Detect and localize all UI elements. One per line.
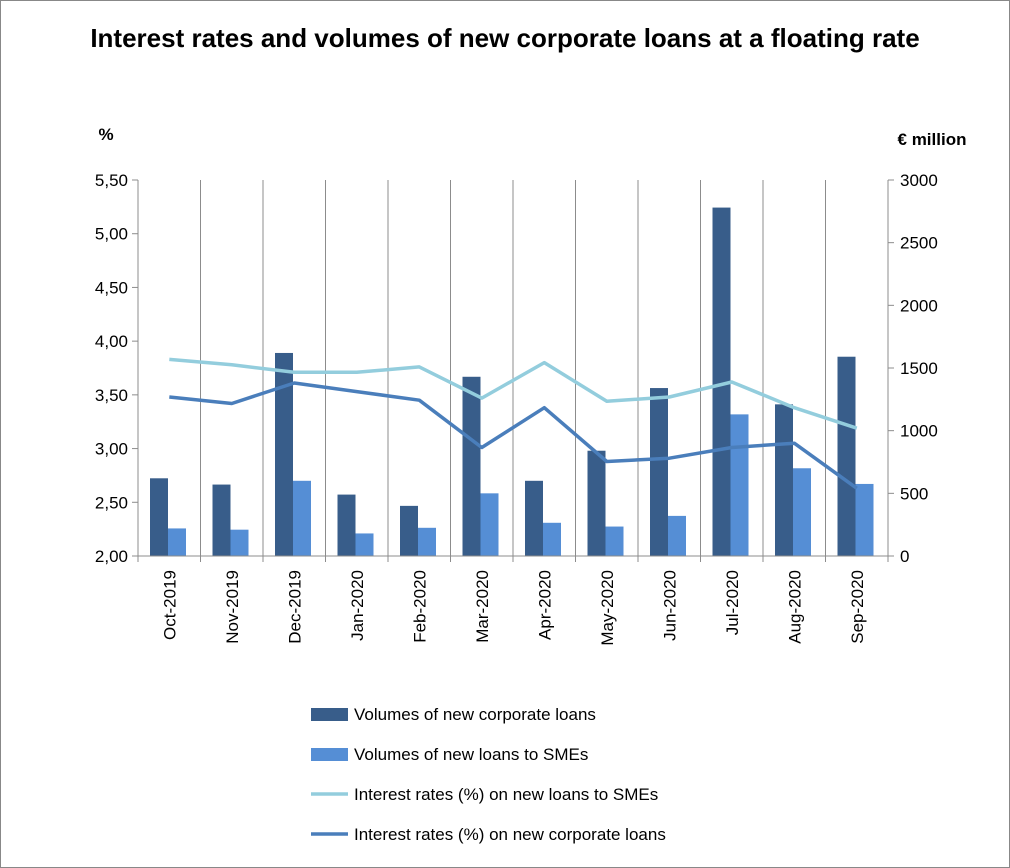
bar-sme xyxy=(293,480,311,556)
y-right-tick-label: 2500 xyxy=(900,234,938,253)
grid-layer xyxy=(200,180,826,556)
legend-label: Interest rates (%) on new corporate loan… xyxy=(354,825,666,844)
x-tick-label: Jul-2020 xyxy=(723,570,742,635)
x-tick-label: May-2020 xyxy=(598,570,617,646)
y-right-tick-label: 0 xyxy=(900,547,909,566)
y-right-tick-label: 3000 xyxy=(900,171,938,190)
bar-sme xyxy=(355,533,374,556)
bar-sme xyxy=(855,483,874,556)
bar-corporate xyxy=(712,207,731,556)
line-sme-rates xyxy=(169,357,858,430)
x-tick-label: Jan-2020 xyxy=(348,570,367,641)
bar-corporate xyxy=(837,356,856,556)
bar-sme xyxy=(418,527,436,556)
x-tick-label: Dec-2019 xyxy=(285,570,304,644)
line-corporate-rates xyxy=(169,381,858,490)
y-left-tick-label: 4,50 xyxy=(95,278,128,297)
y-left-tick-label: 4,00 xyxy=(95,332,128,351)
y-right-tick-label: 1500 xyxy=(900,359,938,378)
y-left-tick-label: 2,50 xyxy=(95,493,128,512)
bar-corporate xyxy=(150,478,168,556)
x-tick-label: Aug-2020 xyxy=(785,570,804,644)
bar-corporate xyxy=(775,404,793,556)
legend-label: Volumes of new loans to SMEs xyxy=(354,745,588,764)
y-left-tick-label: 3,00 xyxy=(95,440,128,459)
bar-sme xyxy=(793,468,811,556)
axes-layer xyxy=(132,179,894,562)
x-tick-label: Jun-2020 xyxy=(660,570,679,641)
y-right-tick-label: 2000 xyxy=(900,296,938,315)
x-tick-label: Sep-2020 xyxy=(848,570,867,644)
legend: Volumes of new corporate loans Volumes of… xyxy=(311,705,666,844)
bar-corporate xyxy=(212,484,231,556)
y-left-axis-title: % xyxy=(98,125,113,144)
legend-swatch xyxy=(311,708,348,721)
bar-corporate xyxy=(400,505,418,556)
y-right-tick-label: 1000 xyxy=(900,422,938,441)
x-tick-label: Nov-2019 xyxy=(223,570,242,644)
bar-corporate xyxy=(650,388,668,556)
bar-corporate xyxy=(587,450,606,556)
y-right-tick-label: 500 xyxy=(900,484,928,503)
bar-corporate xyxy=(337,494,356,556)
bar-corporate xyxy=(525,480,543,556)
bar-sme xyxy=(605,526,624,556)
y-left-tick-label: 5,00 xyxy=(95,225,128,244)
lines-layer xyxy=(169,357,858,490)
bar-sme xyxy=(168,528,186,556)
bar-sme xyxy=(480,493,499,556)
chart-title: Interest rates and volumes of new corpor… xyxy=(90,23,920,53)
bar-corporate xyxy=(275,352,293,556)
bar-sme xyxy=(730,414,749,556)
ticks-layer: 2,00 2,50 3,00 3,50 4,00 4,50 5,00 5,50 0 500 1000… xyxy=(95,171,938,646)
x-tick-label: Mar-2020 xyxy=(473,570,492,643)
y-left-tick-label: 5,50 xyxy=(95,171,128,190)
bar-corporate xyxy=(462,376,481,556)
bar-sme xyxy=(543,522,561,556)
x-tick-label: Apr-2020 xyxy=(535,570,554,640)
y-right-axis-title: € million xyxy=(898,130,967,149)
x-tick-label: Oct-2019 xyxy=(160,570,179,640)
bars-layer xyxy=(150,207,874,556)
bar-sme xyxy=(230,529,249,556)
y-left-tick-label: 2,00 xyxy=(95,547,128,566)
legend-label: Interest rates (%) on new loans to SMEs xyxy=(354,785,658,804)
y-left-tick-label: 3,50 xyxy=(95,386,128,405)
bar-sme xyxy=(668,515,686,556)
legend-label: Volumes of new corporate loans xyxy=(354,705,596,724)
x-tick-label: Feb-2020 xyxy=(410,570,429,643)
legend-swatch xyxy=(311,748,348,761)
